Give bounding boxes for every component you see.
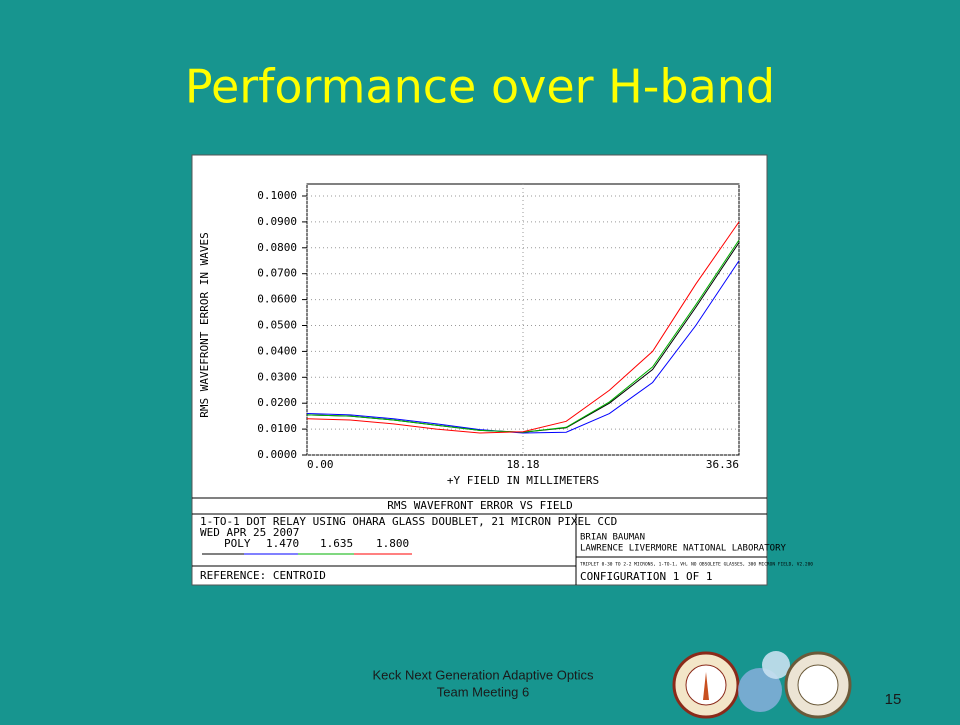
x-tick-label: 36.36 bbox=[706, 458, 739, 471]
logos bbox=[672, 651, 852, 719]
page-number: 15 bbox=[885, 691, 902, 708]
legend-label: 1.800 bbox=[376, 537, 409, 550]
y-tick-label: 0.0100 bbox=[257, 422, 297, 435]
y-tick-label: 0.1000 bbox=[257, 189, 297, 202]
y-tick-label: 0.0800 bbox=[257, 241, 297, 254]
line-series bbox=[306, 260, 740, 434]
y-tick-label: 0.0200 bbox=[257, 396, 297, 409]
legend-label: POLY bbox=[224, 537, 251, 550]
date: WED APR 25 2007 bbox=[200, 526, 299, 539]
y-tick-label: 0.0900 bbox=[257, 215, 297, 228]
line-series bbox=[306, 221, 740, 434]
y-tick-label: 0.0600 bbox=[257, 293, 297, 306]
y-tick-label: 0.0500 bbox=[257, 319, 297, 332]
chart-panel bbox=[191, 154, 768, 586]
footer-line: Team Meeting 6 bbox=[437, 684, 530, 699]
y-tick-label: 0.0400 bbox=[257, 344, 297, 357]
configuration: CONFIGURATION 1 OF 1 bbox=[580, 570, 712, 583]
legend-label: 1.470 bbox=[266, 537, 299, 550]
x-tick-label: 18.18 bbox=[506, 458, 539, 471]
y-tick-label: 0.0700 bbox=[257, 267, 297, 280]
slide-title: Performance over H-band bbox=[185, 60, 775, 114]
reference: REFERENCE: CENTROID bbox=[200, 569, 326, 582]
y-tick-label: 0.0000 bbox=[257, 448, 297, 461]
line-series bbox=[306, 239, 740, 433]
chart-title: RMS WAVEFRONT ERROR VS FIELD bbox=[387, 499, 572, 512]
footer-line: Keck Next Generation Adaptive Optics bbox=[372, 667, 594, 682]
author: BRIAN BAUMAN bbox=[580, 533, 645, 543]
lab: LAWRENCE LIVERMORE NATIONAL LABORATORY bbox=[580, 544, 786, 554]
file: TRIPLET 0-30 TO 2-2 MICRONS, 1-TO-1, VH,… bbox=[580, 562, 813, 568]
legend-label: 1.635 bbox=[320, 537, 353, 550]
x-axis-label: +Y FIELD IN MILLIMETERS bbox=[447, 474, 599, 487]
y-tick-label: 0.0300 bbox=[257, 370, 297, 383]
description: 1-TO-1 DOT RELAY USING OHARA GLASS DOUBL… bbox=[200, 515, 617, 528]
y-axis-label: RMS WAVEFRONT ERROR IN WAVES bbox=[198, 232, 211, 417]
x-tick-label: 0.00 bbox=[307, 458, 334, 471]
